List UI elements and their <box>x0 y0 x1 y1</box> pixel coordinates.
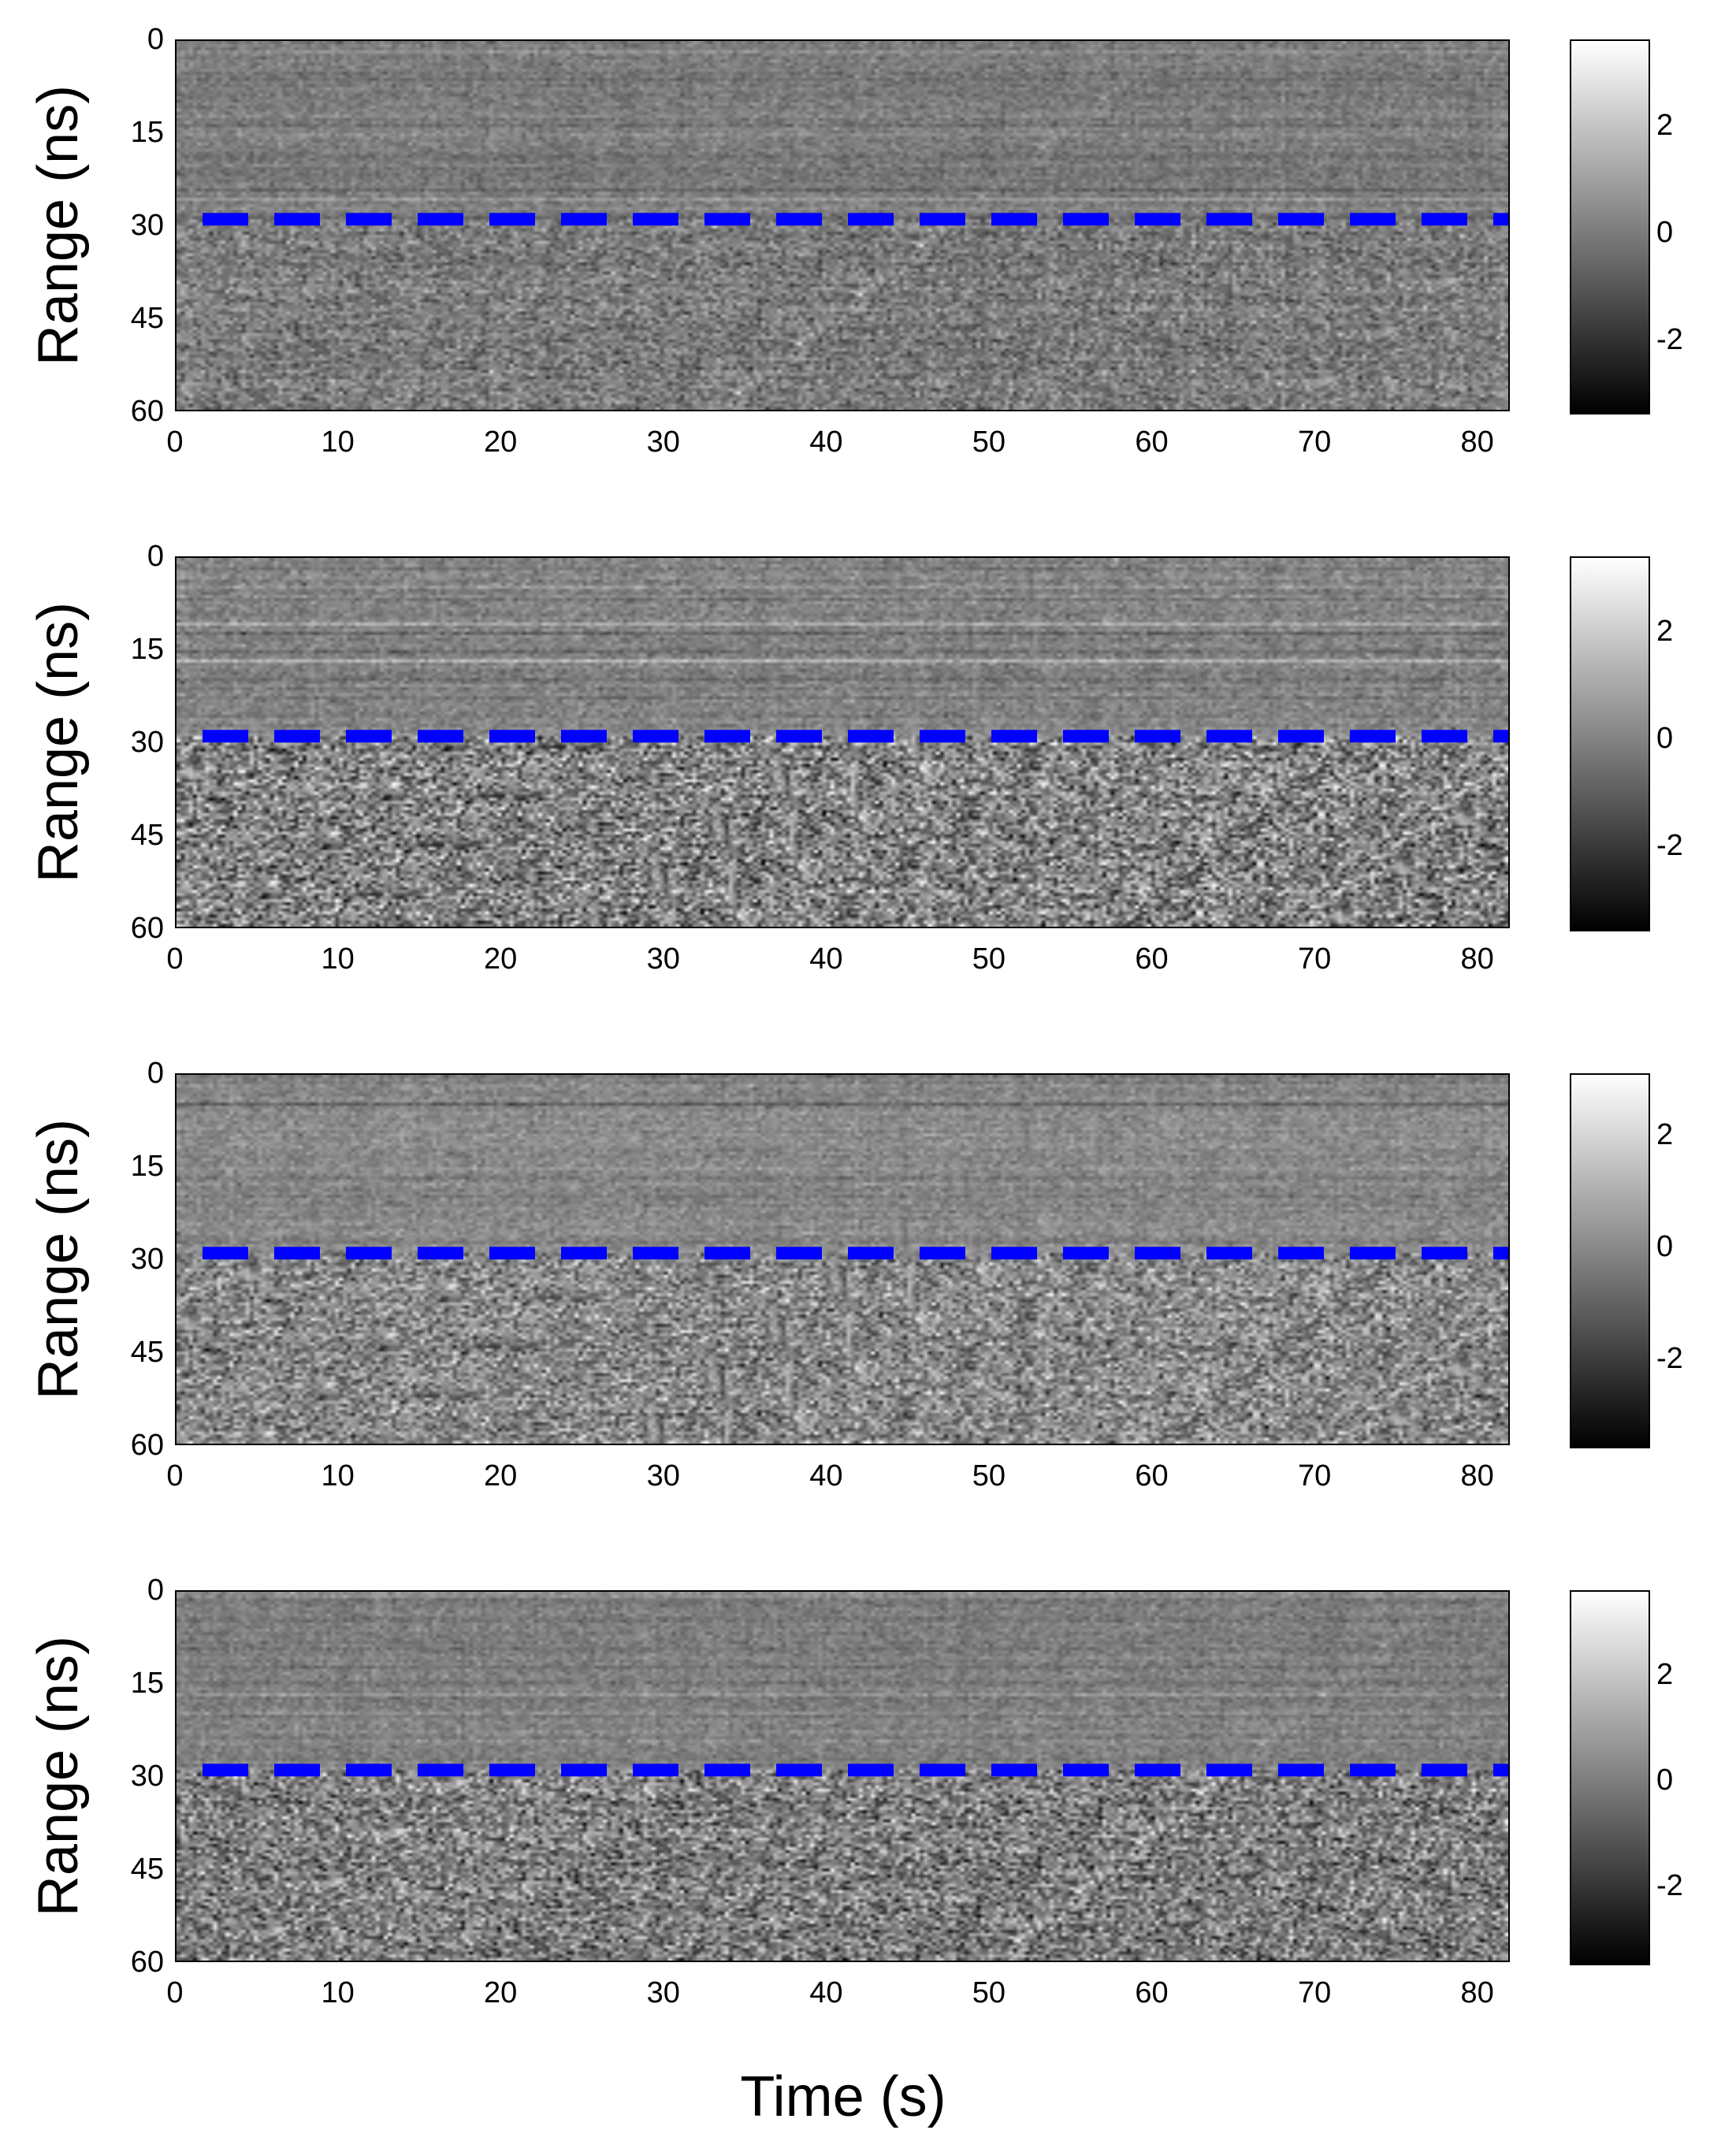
y-tick-label: 15 <box>130 1667 164 1700</box>
y-tick-label: 30 <box>130 1760 164 1793</box>
colorbar-tick-label: 2 <box>1656 108 1674 142</box>
x-tick-label: 60 <box>1135 426 1169 459</box>
x-tick-label: 40 <box>809 426 843 459</box>
panel-1: Range (ns) 0 15 30 45 60 0 10 20 30 40 50 60 70 80 2 0 -2 <box>0 20 1710 541</box>
x-tick-label: 40 <box>809 942 843 976</box>
x-tick-label: 20 <box>484 942 518 976</box>
colorbar-tick-label: 2 <box>1656 1658 1674 1692</box>
x-tick-label: 0 <box>166 1976 184 2009</box>
x-tick-label: 80 <box>1460 942 1494 976</box>
x-tick-label: 50 <box>972 426 1006 459</box>
overlay <box>177 1247 1508 1260</box>
y-tick-label: 45 <box>130 819 164 852</box>
y-tick-label: 60 <box>130 912 164 945</box>
y-tick-label: 30 <box>130 1243 164 1276</box>
x-tick-label: 80 <box>1460 1976 1494 2009</box>
overlay <box>177 730 1508 743</box>
colorbar-tick-label: 0 <box>1656 1764 1674 1797</box>
y-tick-label: 0 <box>147 23 164 56</box>
colorbar-tick-label: 0 <box>1656 215 1674 249</box>
y-tick-label: 15 <box>130 633 164 666</box>
y-axis-label: Range (ns) <box>27 601 90 883</box>
y-tick-label: 0 <box>147 1574 164 1607</box>
x-tick-label: 40 <box>809 1976 843 2009</box>
y-tick-label: 60 <box>130 1429 164 1462</box>
x-axis-label: Time (s) <box>740 2065 946 2128</box>
x-tick-label: 20 <box>484 426 518 459</box>
colorbar-tick-label: -2 <box>1656 1869 1683 1903</box>
overlay <box>177 213 1508 226</box>
y-axis-label: Range (ns) <box>27 1118 90 1400</box>
x-tick-label: 70 <box>1297 1976 1332 2009</box>
x-tick-label: 80 <box>1460 426 1494 459</box>
x-tick-label: 30 <box>646 1459 680 1492</box>
x-tick-label: 40 <box>809 1459 843 1492</box>
panel-2: Range (ns) 0 15 30 45 60 0 10 20 30 40 50 60 70 80 2 0 -2 <box>0 537 1710 1058</box>
y-axis-label: Range (ns) <box>27 84 90 366</box>
colorbar <box>1570 1073 1650 1448</box>
y-tick-label: 45 <box>130 1853 164 1886</box>
x-tick-label: 10 <box>321 1459 355 1492</box>
x-tick-label: 50 <box>972 1976 1006 2009</box>
y-tick-label: 30 <box>130 726 164 759</box>
y-axis-label: Range (ns) <box>27 1635 90 1917</box>
x-tick-label: 60 <box>1135 1976 1169 2009</box>
panel-4: Range (ns) 0 15 30 45 60 0 10 20 30 40 50 60 70 80 2 0 -2 <box>0 1571 1710 2091</box>
colorbar-tick-label: -2 <box>1656 829 1683 863</box>
x-tick-label: 50 <box>972 1459 1006 1492</box>
heatmap-plot <box>175 39 1510 411</box>
heatmap-plot <box>175 1073 1510 1445</box>
y-tick-label: 30 <box>130 209 164 242</box>
y-tick-label: 60 <box>130 395 164 428</box>
colorbar-tick-label: 2 <box>1656 1118 1674 1152</box>
colorbar <box>1570 556 1650 931</box>
colorbar-tick-label: 0 <box>1656 722 1674 756</box>
x-tick-label: 30 <box>646 1976 680 2009</box>
colorbar-tick-label: 0 <box>1656 1230 1674 1264</box>
x-tick-label: 20 <box>484 1976 518 2009</box>
y-tick-label: 60 <box>130 1946 164 1979</box>
x-tick-label: 70 <box>1297 426 1332 459</box>
x-tick-label: 0 <box>166 426 184 459</box>
x-tick-label: 70 <box>1297 942 1332 976</box>
heatmap-plot <box>175 1590 1510 1962</box>
x-tick-label: 70 <box>1297 1459 1332 1492</box>
colorbar <box>1570 39 1650 414</box>
panel-3: Range (ns) 0 15 30 45 60 0 10 20 30 40 50 60 70 80 2 0 -2 <box>0 1054 1710 1574</box>
y-tick-label: 15 <box>130 116 164 149</box>
colorbar-tick-label: -2 <box>1656 322 1683 356</box>
y-tick-label: 0 <box>147 540 164 573</box>
colorbar <box>1570 1590 1650 1965</box>
x-tick-label: 20 <box>484 1459 518 1492</box>
x-tick-label: 10 <box>321 426 355 459</box>
y-tick-label: 15 <box>130 1150 164 1183</box>
x-tick-label: 80 <box>1460 1459 1494 1492</box>
x-tick-label: 60 <box>1135 942 1169 976</box>
heatmap-plot <box>175 556 1510 928</box>
x-tick-label: 60 <box>1135 1459 1169 1492</box>
overlay <box>177 1764 1508 1777</box>
x-tick-label: 50 <box>972 942 1006 976</box>
x-tick-label: 0 <box>166 1459 184 1492</box>
x-tick-label: 30 <box>646 942 680 976</box>
x-tick-label: 0 <box>166 942 184 976</box>
y-tick-label: 0 <box>147 1057 164 1090</box>
x-tick-label: 10 <box>321 1976 355 2009</box>
y-tick-label: 45 <box>130 1336 164 1369</box>
y-tick-label: 45 <box>130 302 164 335</box>
x-tick-label: 10 <box>321 942 355 976</box>
x-tick-label: 30 <box>646 426 680 459</box>
colorbar-tick-label: -2 <box>1656 1342 1683 1376</box>
colorbar-tick-label: 2 <box>1656 615 1674 649</box>
